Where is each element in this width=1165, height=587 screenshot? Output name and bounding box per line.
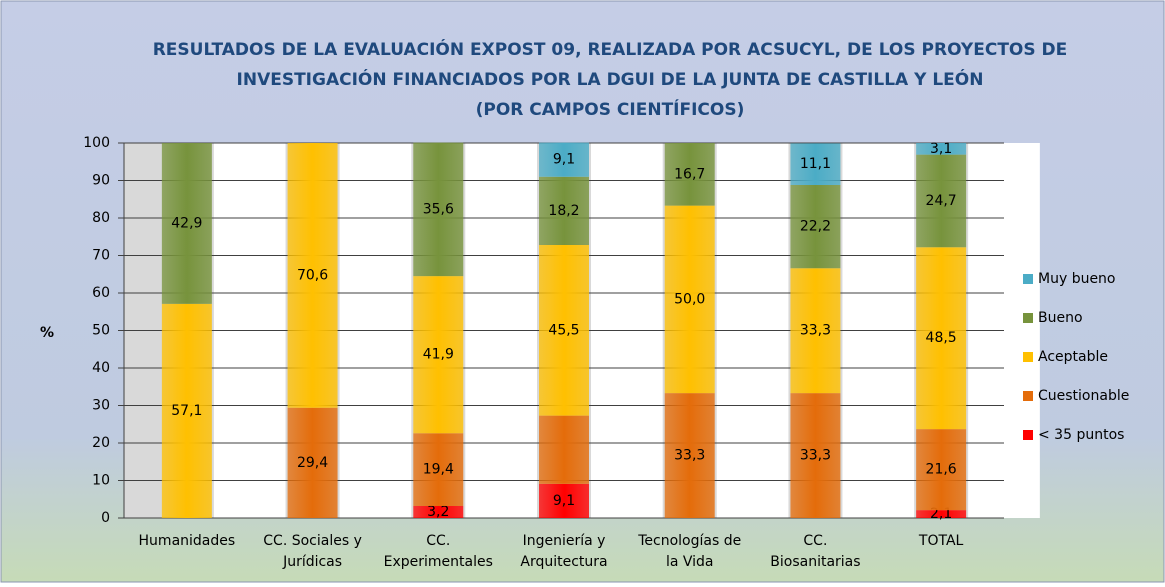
legend-label: Muy bueno xyxy=(1038,271,1116,287)
bar-segment xyxy=(916,510,967,518)
data-label: 11,1 xyxy=(800,156,831,172)
bar-segment xyxy=(916,429,967,511)
y-tick-label: 60 xyxy=(92,285,110,301)
y-axis-label: % xyxy=(40,325,54,341)
bar-segment xyxy=(161,143,212,304)
x-tick-label: Tecnologías de xyxy=(637,533,741,549)
bar-segment xyxy=(413,433,464,506)
x-tick-label: la Vida xyxy=(666,554,714,570)
y-tick-label: 20 xyxy=(92,435,110,451)
y-tick-label: 10 xyxy=(92,473,110,489)
data-label: 29,4 xyxy=(297,455,328,471)
data-label: 48,5 xyxy=(926,330,957,346)
legend-swatch xyxy=(1023,313,1033,323)
x-tick-label: Arquitectura xyxy=(520,554,607,570)
bar-segment xyxy=(539,415,589,484)
x-tick-label: Experimentales xyxy=(384,554,493,570)
bar-segment xyxy=(916,154,967,248)
data-label: 45,5 xyxy=(548,322,579,338)
bar-segment xyxy=(539,483,589,518)
y-tick-label: 100 xyxy=(83,135,110,151)
data-label: 19,4 xyxy=(423,462,454,478)
bar-segment xyxy=(790,143,841,185)
data-label: 22,2 xyxy=(800,219,831,235)
y-tick-label: 90 xyxy=(92,173,110,189)
legend-swatch xyxy=(1023,352,1033,362)
chart-title: (POR CAMPOS CIENTÍFICOS) xyxy=(476,98,745,120)
chart-title: INVESTIGACIÓN FINANCIADOS POR LA DGUI DE… xyxy=(237,68,984,90)
bar-segment xyxy=(287,407,338,518)
data-label: 33,3 xyxy=(800,448,831,464)
legend-swatch xyxy=(1023,274,1033,284)
data-label: 21,6 xyxy=(926,462,957,478)
data-label: 3,2 xyxy=(427,504,449,520)
x-tick-label: TOTAL xyxy=(918,533,964,549)
bar-segment xyxy=(790,393,841,518)
bar-segment xyxy=(413,506,464,518)
bar-segment xyxy=(664,143,715,206)
data-label: 70,6 xyxy=(297,267,328,283)
legend-label: Bueno xyxy=(1038,310,1083,326)
y-tick-label: 40 xyxy=(92,360,110,376)
data-label: 33,3 xyxy=(674,448,705,464)
data-label: 35,6 xyxy=(423,201,454,217)
x-tick-label: CC. xyxy=(803,533,827,549)
y-tick-label: 0 xyxy=(101,510,110,526)
bar-segment xyxy=(664,393,715,518)
data-label: 9,1 xyxy=(553,493,575,509)
y-tick-label: 50 xyxy=(92,323,110,339)
data-label: 18,2 xyxy=(548,203,579,219)
bar-segment xyxy=(790,185,841,269)
chart-title: RESULTADOS DE LA EVALUACIÓN EXPOST 09, R… xyxy=(153,38,1068,60)
x-tick-label: CC. xyxy=(426,533,450,549)
data-label: 42,9 xyxy=(171,215,202,231)
legend-label: Aceptable xyxy=(1038,349,1108,365)
data-label: 33,3 xyxy=(800,323,831,339)
data-label: 16,7 xyxy=(674,166,705,182)
data-label: 9,1 xyxy=(553,152,575,168)
data-label: 3,1 xyxy=(930,141,952,157)
legend-label: Cuestionable xyxy=(1038,388,1129,404)
legend-swatch xyxy=(1023,430,1033,440)
x-tick-label: Humanidades xyxy=(139,533,236,549)
bar-segment xyxy=(916,143,967,155)
data-label: 24,7 xyxy=(926,193,957,209)
data-label: 57,1 xyxy=(171,403,202,419)
bar-segment xyxy=(539,245,589,416)
y-tick-label: 80 xyxy=(92,210,110,226)
legend-label: < 35 puntos xyxy=(1038,427,1124,443)
x-tick-label: CC. Sociales y xyxy=(263,533,362,549)
legend-swatch xyxy=(1023,391,1033,401)
bar-segment xyxy=(287,143,338,408)
bar-segment xyxy=(916,247,967,430)
bar-segment xyxy=(790,268,841,394)
bar-segment xyxy=(161,303,212,518)
bar-segment xyxy=(539,142,589,177)
data-label: 50,0 xyxy=(674,291,705,307)
x-tick-label: Jurídicas xyxy=(282,554,342,570)
bar-segment xyxy=(413,276,464,434)
bar-segment xyxy=(539,176,589,245)
y-tick-label: 70 xyxy=(92,248,110,264)
y-tick-label: 30 xyxy=(92,398,110,414)
data-label: 41,9 xyxy=(423,347,454,363)
x-tick-label: Ingeniería y xyxy=(523,533,606,549)
bar-segment xyxy=(413,142,464,277)
x-tick-label: Biosanitarias xyxy=(770,554,860,570)
bar-segment xyxy=(664,205,715,394)
